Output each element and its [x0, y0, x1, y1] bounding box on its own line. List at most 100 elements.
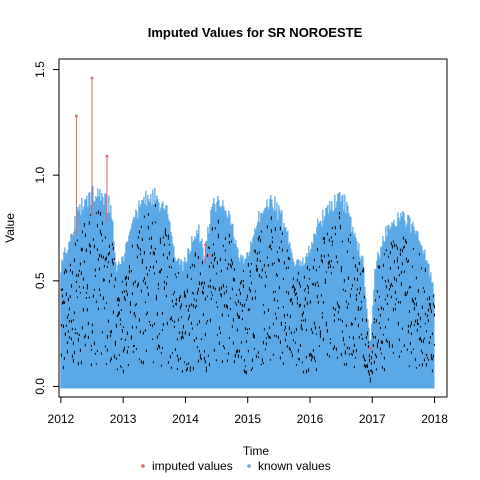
known-values-texture-mark: [148, 269, 150, 272]
known-values-texture-mark: [168, 265, 170, 269]
known-values-texture-mark: [258, 235, 260, 238]
known-values-texture-mark: [420, 267, 422, 270]
known-values-texture-mark: [193, 298, 195, 301]
known-values-texture-mark: [126, 331, 128, 335]
known-values-texture-mark: [270, 229, 272, 233]
known-values-texture-mark: [240, 341, 242, 344]
known-values-texture-mark: [298, 357, 300, 361]
known-values-texture-mark: [68, 336, 70, 339]
known-values-texture-mark: [321, 316, 323, 319]
known-values-texture-mark: [388, 344, 390, 348]
known-values-texture-mark: [122, 326, 124, 328]
known-values-texture-mark: [245, 340, 247, 343]
known-values-texture-mark: [360, 306, 362, 309]
known-values-texture-mark: [208, 362, 210, 367]
known-values-texture-mark: [295, 292, 297, 296]
known-values-texture-mark: [359, 287, 361, 291]
known-values-texture-mark: [219, 331, 221, 335]
known-values-texture-mark: [135, 303, 137, 306]
known-values-texture-mark: [350, 288, 352, 290]
known-values-texture-mark: [288, 257, 290, 261]
known-values-texture-mark: [247, 349, 249, 353]
known-values-texture-mark: [235, 303, 237, 306]
known-values-texture-mark: [392, 307, 394, 312]
known-values-texture-mark: [429, 306, 431, 310]
known-values-texture-mark: [425, 363, 427, 367]
known-values-texture-mark: [403, 344, 405, 348]
known-values-texture-mark: [408, 365, 410, 368]
known-values-texture-mark: [193, 339, 195, 343]
known-values-texture-mark: [319, 334, 321, 339]
known-values-texture-mark: [81, 230, 83, 234]
known-values-texture-mark: [275, 334, 277, 338]
known-values-texture-mark: [97, 257, 99, 261]
known-values-texture-mark: [187, 308, 189, 312]
known-values-texture-mark: [302, 370, 304, 374]
known-values-texture-mark: [92, 295, 94, 298]
known-values-texture-mark: [323, 241, 325, 244]
known-values-texture-mark: [390, 295, 392, 299]
known-values-texture-mark: [203, 350, 205, 353]
known-values-texture-mark: [160, 352, 162, 354]
known-values-texture-mark: [178, 296, 180, 301]
known-values-texture-mark: [311, 331, 313, 335]
known-values-texture-mark: [349, 293, 351, 298]
known-values-texture-mark: [268, 326, 270, 329]
known-values-texture-mark: [409, 325, 411, 328]
known-values-texture-mark: [70, 284, 72, 288]
known-values-texture-mark: [256, 252, 258, 255]
known-values-texture-mark: [134, 315, 136, 318]
known-values-texture-mark: [218, 326, 220, 330]
known-values-texture-mark: [317, 300, 319, 304]
known-values-texture-mark: [379, 313, 381, 317]
known-values-texture-mark: [273, 262, 275, 265]
known-values-texture-mark: [207, 285, 209, 288]
known-values-texture-mark: [187, 362, 189, 365]
known-values-texture-mark: [232, 341, 234, 345]
known-values-texture-mark: [98, 253, 100, 257]
known-values-texture-mark: [269, 336, 271, 339]
known-values-texture-mark: [352, 349, 354, 354]
known-values-texture-mark: [393, 276, 395, 281]
known-values-texture-mark: [265, 275, 267, 278]
known-values-texture-mark: [122, 369, 124, 374]
known-values-texture-mark: [252, 333, 254, 337]
known-values-texture-mark: [136, 284, 138, 288]
known-values-texture-mark: [341, 240, 343, 243]
known-values-texture-mark: [74, 242, 76, 246]
known-values-texture-mark: [386, 294, 388, 298]
known-values-texture-mark: [152, 265, 154, 269]
known-values-texture-mark: [396, 259, 398, 263]
known-values-texture-mark: [314, 283, 316, 287]
known-values-texture-mark: [126, 292, 128, 297]
known-values-texture-mark: [347, 276, 349, 280]
known-values-texture-mark: [197, 255, 199, 260]
known-values-texture-mark: [69, 295, 71, 299]
known-values-texture-mark: [98, 267, 100, 271]
known-values-texture-mark: [222, 244, 224, 247]
known-values-texture-mark: [108, 251, 110, 255]
known-values-texture-mark: [419, 325, 421, 328]
known-values-texture-mark: [116, 314, 118, 318]
known-values-texture-mark: [162, 253, 164, 257]
known-values-texture-mark: [161, 311, 163, 315]
known-values-texture-mark: [105, 302, 107, 304]
known-values-texture-mark: [79, 262, 81, 266]
known-values-texture-mark: [303, 275, 305, 279]
known-values-texture-mark: [210, 291, 212, 294]
known-values-texture-mark: [419, 336, 421, 341]
known-values-texture-mark: [248, 327, 250, 330]
known-values-texture-mark: [257, 356, 259, 359]
known-values-texture-mark: [420, 349, 422, 352]
known-values-texture-mark: [285, 266, 287, 270]
known-values-texture-mark: [352, 336, 354, 340]
known-values-texture-mark: [99, 293, 101, 297]
known-values-texture-mark: [127, 364, 129, 367]
known-values-texture-mark: [360, 300, 362, 303]
known-values-texture-mark: [308, 353, 310, 357]
known-values-texture-mark: [273, 297, 275, 302]
known-values-texture-mark: [214, 256, 216, 260]
known-values-texture-mark: [137, 282, 139, 286]
known-values-texture-mark: [112, 262, 114, 266]
known-values-texture-mark: [113, 258, 115, 260]
